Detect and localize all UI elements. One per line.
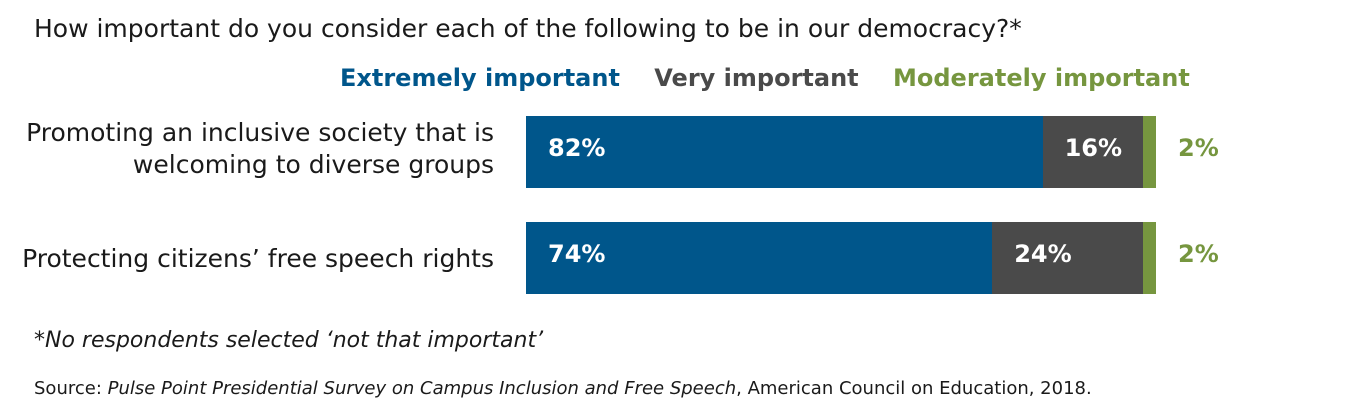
category-label-line: welcoming to diverse groups <box>132 150 494 179</box>
bar-segment-very-important <box>1042 116 1144 188</box>
data-label: 82% <box>548 134 606 162</box>
source-line: Source: Pulse Point Presidential Survey … <box>34 378 1092 399</box>
legend-extremely-important: Extremely important <box>340 64 620 92</box>
source-prefix: Source: <box>34 378 108 399</box>
bar-segment-extremely-important <box>526 116 1043 188</box>
source-title: Pulse Point Presidential Survey on Campu… <box>107 378 737 399</box>
data-label: 2% <box>1178 134 1219 162</box>
data-label: 16% <box>1064 134 1123 162</box>
legend-moderately-important: Moderately important <box>893 64 1190 92</box>
legend: Extremely important Very important Moder… <box>340 64 1216 92</box>
category-label-inclusive-society: Promoting an inclusive society that is w… <box>0 117 494 181</box>
bar-row: 74% 24% 2% <box>526 222 1219 294</box>
category-label-free-speech: Protecting citizens’ free speech rights <box>0 243 494 275</box>
data-label: 74% <box>548 240 606 268</box>
bar-segment-very-important <box>992 222 1144 294</box>
data-label: 2% <box>1178 240 1219 268</box>
footnote: *No respondents selected ‘not that impor… <box>34 328 544 353</box>
category-label-line: Protecting citizens’ free speech rights <box>22 244 494 273</box>
chart-title: How important do you consider each of th… <box>34 14 1022 43</box>
bar-segment-moderately-important <box>1143 222 1156 294</box>
category-label-line: Promoting an inclusive society that is <box>26 118 494 147</box>
bar-row: 82% 16% 2% <box>526 116 1219 188</box>
data-label: 24% <box>1014 240 1072 268</box>
bar-segment-extremely-important <box>526 222 993 294</box>
legend-very-important: Very important <box>654 64 859 92</box>
bar-segment-moderately-important <box>1143 116 1156 188</box>
source-suffix: , American Council on Education, 2018. <box>736 378 1092 399</box>
